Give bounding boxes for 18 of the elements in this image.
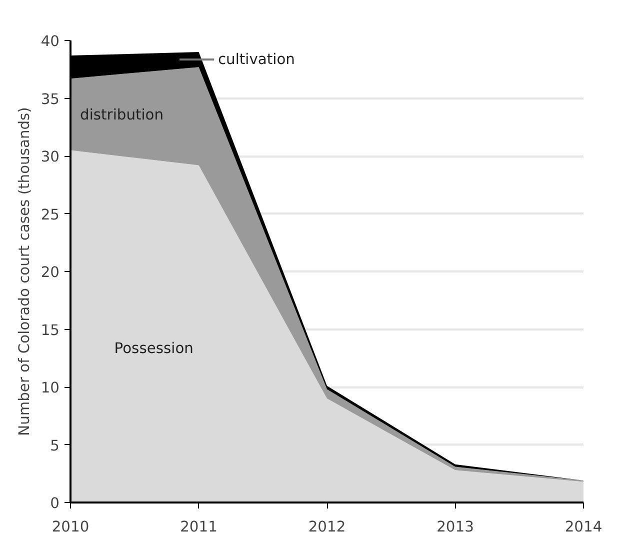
x-tick-label: 2011 <box>180 518 218 536</box>
y-tick-label: 0 <box>50 495 60 512</box>
x-tick-label: 2014 <box>564 518 602 536</box>
y-tick-label: 20 <box>40 264 60 281</box>
y-tick-label: 35 <box>40 90 60 108</box>
series-label: Possession <box>114 340 194 357</box>
y-tick-label: 15 <box>40 322 60 339</box>
x-tick-label: 2010 <box>52 518 90 536</box>
series-label: distribution <box>80 106 164 124</box>
y-tick-label: 5 <box>50 437 60 454</box>
x-tick-label: 2013 <box>436 518 474 536</box>
y-tick-label: 25 <box>40 206 60 224</box>
x-tick-label: 2012 <box>308 518 346 536</box>
series-label: cultivation <box>218 51 295 68</box>
y-tick-label: 10 <box>40 380 60 396</box>
y-axis-title: Number of Colorado court cases (thousands) <box>16 107 33 436</box>
y-tick-label: 40 <box>40 33 60 50</box>
y-tick-label: 30 <box>40 148 60 166</box>
